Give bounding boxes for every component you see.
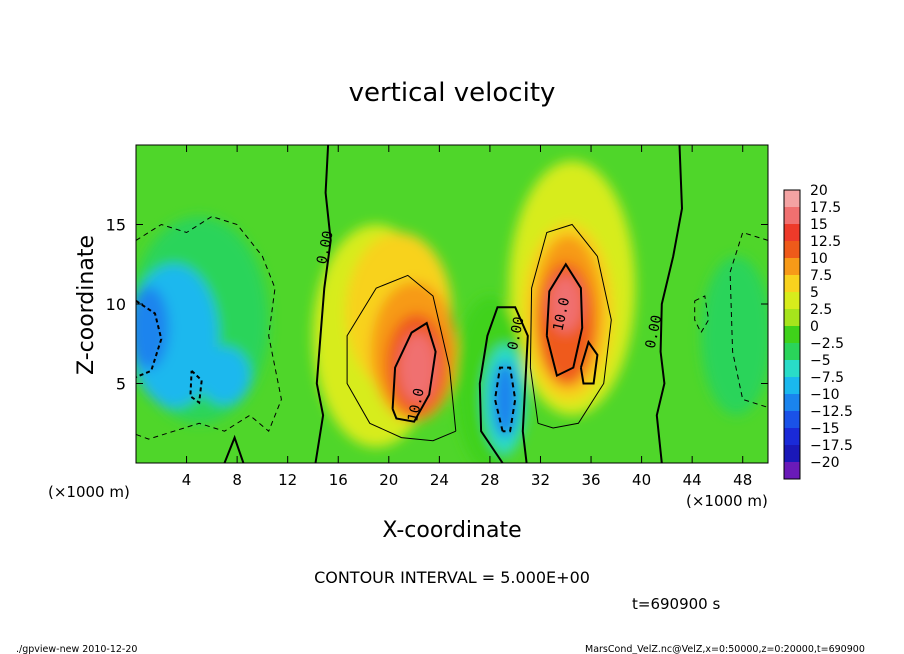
contour-label: 10.0 — [551, 296, 574, 332]
updraft-region — [549, 275, 583, 333]
x-tick-label: 40 — [632, 471, 651, 489]
colorbar-swatch — [784, 411, 800, 428]
colorbar-label: 5 — [810, 285, 819, 301]
zero-contour — [223, 434, 245, 463]
x-tick-label: 8 — [232, 471, 242, 489]
x-tick-label: 20 — [379, 471, 398, 489]
colorbar-label: 7.5 — [810, 268, 832, 284]
x-unit-label-left: (×1000 m) — [48, 483, 130, 501]
updraft-region — [398, 332, 437, 403]
y-tick-label: 10 — [106, 295, 126, 314]
colorbar-frame — [783, 189, 801, 480]
colorbar-label: 15 — [810, 217, 828, 233]
colorbar-swatch — [784, 445, 800, 462]
plot-area — [136, 145, 768, 463]
contour-5 — [346, 274, 457, 442]
y-axis-ticks: 5 10 15 — [106, 216, 768, 394]
contour-interval-text: CONTOUR INTERVAL = 5.000E+00 — [314, 568, 590, 587]
contour-label: 10.0 — [405, 387, 428, 423]
colorbar-swatch — [784, 224, 800, 241]
contour-label: 0.00 — [643, 314, 666, 350]
colorbar-label: −15 — [810, 421, 840, 437]
colorbar-label: 10 — [810, 251, 828, 267]
colorbar: 2017.51512.5107.552.50−2.5−5−7.5−10−12.5… — [783, 183, 853, 480]
negative-contour — [729, 231, 768, 408]
colorbar-label: −12.5 — [810, 404, 853, 420]
downdraft-region — [492, 361, 518, 438]
colorbar-label: −17.5 — [810, 438, 853, 454]
colorbar-label: 2.5 — [810, 302, 832, 318]
colorbar-label: −2.5 — [810, 336, 844, 352]
colorbar-swatch — [784, 377, 800, 394]
x-tick-label: 16 — [329, 471, 348, 489]
colorbar-swatch — [784, 394, 800, 411]
negative-contour — [493, 366, 517, 433]
colorbar-label: −20 — [810, 455, 840, 471]
contour-lines — [136, 145, 768, 463]
colorbar-swatch — [784, 428, 800, 445]
colorbar-label: 20 — [810, 183, 828, 199]
colorbar-swatch — [784, 462, 800, 479]
downdraft-region — [136, 286, 169, 370]
zero-contour — [478, 306, 529, 463]
colorbar-swatch — [784, 343, 800, 360]
contour-label: 0.00 — [314, 229, 337, 265]
contour-5 — [529, 223, 612, 429]
colorbar-swatch — [784, 207, 800, 224]
x-tick-label: 44 — [683, 471, 702, 489]
contour-labels: 0.00 10.0 0.00 10.0 0.00 — [314, 229, 665, 423]
zero-contour — [655, 145, 684, 463]
x-axis-ticks: 4 8 12 16 20 24 28 32 36 40 44 48 — [182, 145, 752, 489]
x-unit-label-right: (×1000 m) — [686, 492, 768, 510]
x-tick-label: 4 — [182, 471, 192, 489]
contour-10 — [391, 321, 437, 423]
x-tick-label: 12 — [278, 471, 297, 489]
chart-title: vertical velocity — [349, 78, 556, 108]
y-axis-label: Z-coordinate — [74, 235, 99, 375]
contour-10 — [579, 339, 599, 385]
negative-contour — [136, 299, 163, 379]
x-tick-label: 48 — [733, 471, 752, 489]
x-tick-label: 36 — [581, 471, 600, 489]
colorbar-swatch — [784, 241, 800, 258]
colorbar-swatch — [784, 292, 800, 309]
colorbar-swatch — [784, 309, 800, 326]
colorbar-label: 0 — [810, 319, 819, 335]
colorbar-swatch — [784, 258, 800, 275]
colorbar-label: 12.5 — [810, 234, 841, 250]
x-tick-label: 24 — [430, 471, 449, 489]
negative-contour — [694, 295, 710, 334]
colorbar-swatch — [784, 275, 800, 292]
footer-right: MarsCond_VelZ.nc@VelZ,x=0:50000,z=0:2000… — [585, 644, 865, 654]
colorbar-swatch — [784, 190, 800, 207]
colorbar-label: 17.5 — [810, 200, 841, 216]
contour-10 — [545, 262, 584, 378]
y-tick-label: 15 — [106, 216, 126, 235]
negative-contour — [189, 370, 203, 405]
time-label: t=690900 s — [632, 595, 720, 613]
x-tick-label: 28 — [480, 471, 499, 489]
zero-contour — [314, 145, 332, 463]
colorbar-label: −5 — [810, 353, 831, 369]
colorbar-swatch — [784, 360, 800, 377]
colorbar-swatch — [784, 326, 800, 343]
x-axis-label: X-coordinate — [382, 518, 521, 543]
colorbar-label: −7.5 — [810, 370, 844, 386]
downdraft-region — [199, 346, 250, 405]
y-tick-label: 5 — [116, 375, 126, 394]
x-tick-label: 32 — [531, 471, 550, 489]
colorbar-label: −10 — [810, 387, 840, 403]
contour-label: 0.00 — [505, 315, 528, 351]
footer-left: ./gpview-new 2010-12-20 — [16, 644, 137, 654]
downdraft-region — [701, 256, 768, 416]
